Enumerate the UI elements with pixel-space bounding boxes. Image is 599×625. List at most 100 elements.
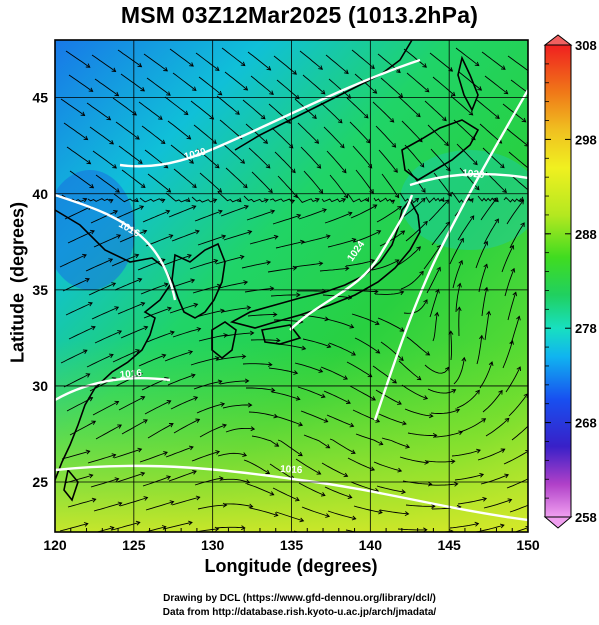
streamline <box>504 268 515 297</box>
streamline-arrowhead <box>416 246 421 251</box>
streamline-arrowhead <box>423 220 428 226</box>
streamline <box>143 53 168 72</box>
streamline-arrowhead <box>399 327 405 332</box>
streamline <box>95 174 120 193</box>
streamline <box>432 312 438 342</box>
streamline <box>350 204 377 219</box>
streamline-arrowhead <box>320 393 326 399</box>
streamline <box>300 410 328 423</box>
streamline <box>433 431 463 438</box>
streamline-arrowhead <box>213 258 219 264</box>
streamline <box>173 168 197 188</box>
streamline <box>246 387 275 391</box>
streamline <box>194 477 223 486</box>
streamline <box>349 385 376 401</box>
streamline <box>401 120 423 143</box>
streamline <box>67 230 95 244</box>
streamline <box>449 238 464 265</box>
streamline <box>190 357 219 366</box>
streamline-arrowhead <box>521 117 527 123</box>
streamline-arrowhead <box>108 198 114 204</box>
streamline-arrowhead <box>90 229 95 235</box>
streamline <box>112 349 140 363</box>
streamline-arrowhead <box>345 538 349 542</box>
streamline <box>246 210 275 221</box>
streamline-arrowhead <box>424 87 430 93</box>
streamline <box>277 439 303 457</box>
streamline <box>65 50 91 68</box>
streamline-arrowhead <box>504 473 509 479</box>
streamline-arrowhead <box>89 183 95 189</box>
streamline-arrowhead <box>457 282 462 288</box>
streamline-arrowhead <box>80 111 86 117</box>
streamline <box>455 283 461 313</box>
streamline-arrowhead <box>423 395 429 400</box>
streamline <box>320 366 348 380</box>
streamline <box>272 487 300 501</box>
streamline-arrowhead <box>83 522 89 527</box>
streamline-arrowhead <box>347 211 353 217</box>
streamline <box>483 218 499 245</box>
streamline <box>302 338 331 348</box>
streamline-arrowhead <box>169 330 175 336</box>
streamline <box>197 504 227 510</box>
streamline <box>355 433 383 445</box>
streamline <box>506 478 528 489</box>
streamline <box>404 408 433 417</box>
streamline <box>398 360 422 381</box>
coast-korea <box>171 242 226 319</box>
streamline <box>401 384 428 400</box>
streamline-arrowhead <box>296 213 302 219</box>
streamline-arrowhead <box>163 67 168 72</box>
streamline <box>326 414 354 427</box>
streamline <box>247 51 271 71</box>
streamline-arrowhead <box>188 520 193 526</box>
streamline <box>432 76 456 97</box>
y-tick-label: 35 <box>32 282 48 298</box>
streamline <box>274 415 303 426</box>
streamline-arrowhead <box>316 164 322 169</box>
streamline <box>484 311 490 341</box>
streamline-arrowhead <box>401 420 407 426</box>
streamline <box>147 173 171 193</box>
isobar-1016-sw <box>55 377 171 402</box>
streamline <box>223 230 252 241</box>
streamline <box>459 167 480 190</box>
streamline-arrowhead <box>106 115 112 121</box>
streamline <box>92 150 117 169</box>
streamline-arrowhead <box>482 496 488 502</box>
streamline-arrowhead <box>390 199 396 204</box>
streamline <box>117 49 142 68</box>
streamline-arrowhead <box>135 135 140 140</box>
streamline <box>298 208 327 220</box>
streamline <box>483 499 512 509</box>
streamline-arrowhead <box>436 266 441 272</box>
coast-taiwan <box>63 468 79 502</box>
streamline <box>60 98 85 116</box>
streamline <box>327 238 356 248</box>
streamline <box>220 205 249 217</box>
streamline <box>428 483 458 486</box>
streamline <box>328 342 356 356</box>
streamline <box>163 254 192 266</box>
streamline-arrowhead <box>458 430 464 436</box>
streamline <box>191 196 217 203</box>
streamline <box>502 340 514 369</box>
streamline-arrowhead <box>142 229 148 235</box>
streamline <box>511 425 528 441</box>
streamline-arrowhead <box>369 188 374 194</box>
streamline <box>139 197 165 203</box>
streamline <box>509 504 528 513</box>
streamline <box>319 267 349 272</box>
streamline <box>430 148 451 171</box>
streamline-arrowhead <box>365 138 371 144</box>
streamline-arrowhead <box>349 422 355 428</box>
streamline-arrowhead <box>263 198 269 203</box>
streamline <box>345 259 375 267</box>
streamline <box>501 245 514 273</box>
streamline-arrowhead <box>372 89 378 94</box>
streamline <box>112 97 137 116</box>
streamline <box>60 349 88 364</box>
streamline-arrowhead <box>340 143 345 149</box>
